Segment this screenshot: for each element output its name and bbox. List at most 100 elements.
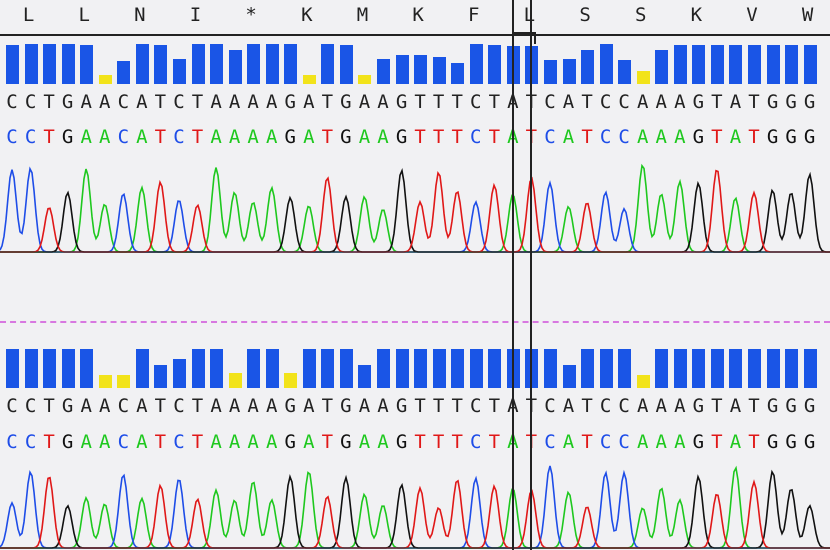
called-base: C (544, 395, 556, 417)
called-base: G (61, 91, 74, 113)
colored-base: G (785, 126, 797, 148)
called-base: C (6, 91, 18, 113)
quality-bar (451, 349, 465, 388)
colored-base: C (470, 431, 482, 453)
colored-base: A (228, 126, 241, 148)
colored-base: A (636, 431, 649, 453)
called-base: G (61, 395, 74, 417)
quality-bar (543, 349, 557, 388)
called-base: T (191, 91, 204, 113)
called-base: G (340, 91, 352, 113)
called-base: A (655, 91, 667, 113)
quality-bar (24, 349, 38, 388)
called-base: T (711, 91, 723, 113)
amino-acid: W (801, 4, 814, 26)
called-base: T (432, 395, 445, 417)
colored-base: T (581, 126, 593, 148)
colored-base: G (692, 126, 705, 148)
quality-bar (191, 349, 205, 388)
quality-bar (358, 365, 372, 388)
quality-bar (395, 349, 409, 388)
called-base: A (136, 91, 148, 113)
called-base: A (136, 395, 148, 417)
called-base: C (117, 395, 130, 417)
called-base: A (303, 395, 315, 417)
colored-base: A (674, 431, 686, 453)
colored-base: G (61, 431, 74, 453)
chromatogram-track-2[interactable]: CCTGAACATCTAAAAGATGAAGTTTCTATCATCCAAAGTA… (0, 340, 830, 550)
called-base: A (265, 91, 278, 113)
called-base: T (748, 91, 760, 113)
quality-bar (80, 349, 94, 388)
colored-base: G (692, 431, 705, 453)
cursor-line-left[interactable] (512, 0, 514, 550)
quality-bar (488, 349, 502, 388)
quality-bar (98, 75, 112, 84)
quality-bar (154, 365, 168, 388)
called-base: C (117, 91, 130, 113)
colored-base: A (377, 126, 389, 148)
called-base: A (228, 91, 241, 113)
colored-base: C (173, 431, 185, 453)
colored-base: G (284, 126, 296, 148)
quality-bar (469, 349, 483, 388)
colored-base: T (488, 431, 501, 453)
colored-base: G (766, 126, 779, 148)
colored-base: G (785, 431, 797, 453)
quality-bar (562, 365, 576, 388)
colored-base: A (210, 126, 222, 148)
cursor-line-right[interactable] (530, 0, 532, 550)
colored-base: A (265, 431, 278, 453)
quality-bar (599, 44, 613, 84)
colored-base: G (766, 431, 779, 453)
called-base: T (414, 91, 426, 113)
called-base: C (618, 91, 630, 113)
amino-acid: K (412, 4, 424, 26)
amino-acid: L (22, 4, 35, 26)
colored-base: A (247, 126, 259, 148)
colored-base: A (303, 126, 315, 148)
called-base: G (340, 395, 352, 417)
amino-acid: S (634, 4, 647, 26)
called-base: T (488, 395, 501, 417)
colored-sequence-row: CCTGAACATCTAAAAGATGAAGTTTCTATCATCCAAAGTA… (0, 430, 830, 454)
quality-bar (432, 349, 446, 388)
cursor-marker[interactable] (512, 32, 536, 44)
called-base: C (173, 91, 185, 113)
colored-base: T (414, 126, 426, 148)
colored-base: G (803, 431, 816, 453)
quality-bar (377, 59, 390, 84)
trace-C (0, 465, 830, 549)
called-base: T (154, 91, 167, 113)
chromatogram-track-1[interactable]: CCTGAACATCTAAAAGATGAAGTTTCTATCATCCAAAGTA… (0, 36, 830, 254)
called-base: T (43, 91, 55, 113)
called-base: G (785, 91, 797, 113)
called-base: C (24, 395, 37, 417)
trace-T (0, 169, 830, 253)
called-base: A (377, 91, 389, 113)
called-base: T (191, 395, 204, 417)
quality-bar (414, 349, 428, 388)
called-base: G (395, 395, 408, 417)
quality-bar (265, 349, 279, 388)
called-base: A (303, 91, 315, 113)
colored-base: A (674, 126, 686, 148)
colored-base: A (303, 431, 315, 453)
quality-bar (618, 349, 632, 388)
amino-acid: L (518, 3, 540, 27)
called-base: T (581, 395, 593, 417)
called-base: A (729, 91, 742, 113)
colored-base: A (358, 431, 371, 453)
colored-base: A (636, 126, 649, 148)
colored-base: C (117, 126, 130, 148)
called-base: A (80, 395, 92, 417)
trace-plot (0, 163, 830, 253)
colored-base: A (729, 126, 742, 148)
trace-plot (0, 465, 830, 549)
amino-acid: S (579, 4, 591, 26)
called-base: G (692, 395, 705, 417)
called-base: A (247, 395, 259, 417)
quality-bar (228, 373, 242, 388)
quality-bar (414, 55, 428, 84)
